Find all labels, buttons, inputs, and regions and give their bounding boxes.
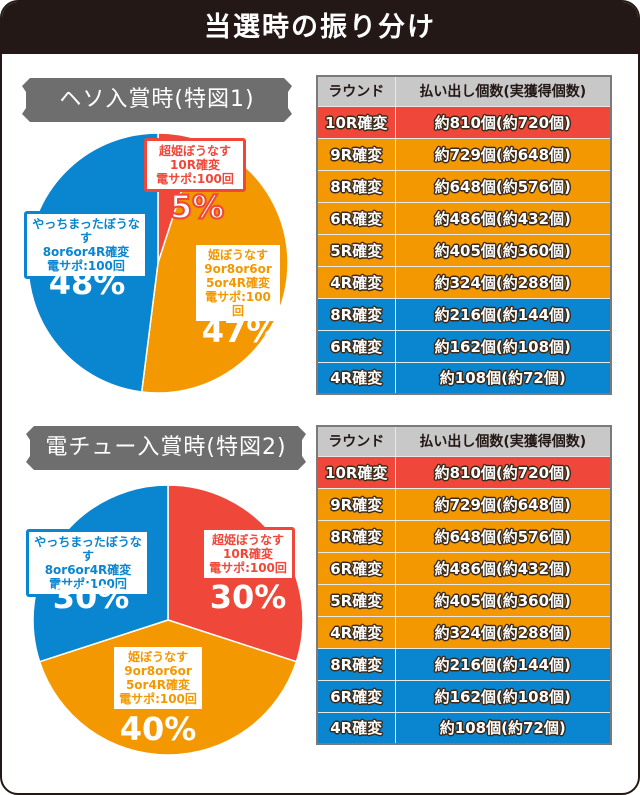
header-payout: 払い出し個数(実獲得個数) — [394, 75, 612, 107]
pie-label-hime-denchu: 姫ぼうなす 9or8or6or 5or4R確変 電サポ:100回 — [114, 647, 202, 709]
table-row: 8R確変 約648個(約576個) — [316, 169, 612, 203]
amount-cell: 約108個(約72個) — [394, 361, 612, 395]
amount-cell: 約486個(約432個) — [394, 551, 612, 585]
label-line: 電サポ:100回 — [49, 577, 127, 591]
pct-yacchimatta-heso: 48% — [48, 264, 126, 302]
label-line: 姫ぼうなす — [207, 248, 268, 262]
label-line: 電サポ:100回 — [156, 172, 234, 186]
pie-label-yacchimatta-heso: やっちまったぼうなす 8or6or4R確変 電サポ:100回 — [24, 211, 148, 279]
table-row: 4R確変 約324個(約288個) — [316, 265, 612, 299]
round-cell: 4R確変 — [316, 711, 396, 745]
label-line: 9or8or6or — [124, 664, 192, 678]
table-row: 5R確変 約405個(約360個) — [316, 233, 612, 267]
payout-table-heso: ラウンド 払い出し個数(実獲得個数) 10R確変 約810個(約720個) 9R確… — [316, 75, 612, 395]
round-cell: 6R確変 — [316, 551, 396, 585]
label-line: 電サポ:100回 — [119, 692, 197, 706]
round-cell: 9R確変 — [316, 137, 396, 171]
table-row: 4R確変 約108個(約72個) — [316, 711, 612, 745]
table-row: 6R確変 約486個(約432個) — [316, 551, 612, 585]
pie-label-chohime-heso: 超姫ぼうなす 10R確変 電サポ:100回 — [144, 138, 246, 192]
pie-label-chohime-denchu: 超姫ぼうなす 10R確変 電サポ:100回 — [201, 527, 295, 581]
round-cell: 8R確変 — [316, 519, 396, 553]
round-cell: 5R確変 — [316, 233, 396, 267]
label-line: 8or6or4R確変 — [42, 245, 130, 259]
section-label-heso: ヘソ入賞時(特図1) — [22, 78, 292, 122]
pct-hime-heso: 47% — [201, 312, 279, 350]
pct-yacchimatta-denchu: 30% — [52, 578, 130, 616]
table-row: 8R確変 約216個(約144個) — [316, 647, 612, 681]
table-row: 8R確変 約648個(約576個) — [316, 519, 612, 553]
label-line: 5or4R確変 — [125, 678, 191, 692]
round-cell: 6R確変 — [316, 679, 396, 713]
amount-cell: 約729個(約648個) — [394, 137, 612, 171]
amount-cell: 約216個(約144個) — [394, 647, 612, 681]
round-cell: 8R確変 — [316, 647, 396, 681]
amount-cell: 約648個(約576個) — [394, 519, 612, 553]
pie-label-hime-heso: 姫ぼうなす 9or8or6or 5or4R確変 電サポ:100回 — [196, 245, 280, 321]
pie-label-yacchimatta-denchu: やっちまったぼうなす 8or6or4R確変 電サポ:100回 — [26, 529, 150, 597]
amount-cell: 約162個(約108個) — [394, 329, 612, 363]
table-row: 10R確変 約810個(約720個) — [316, 455, 612, 489]
label-line: 超姫ぼうなす — [211, 533, 284, 547]
table-row: 4R確変 約108個(約72個) — [316, 361, 612, 395]
amount-cell: 約729個(約648個) — [394, 487, 612, 521]
round-cell: 8R確変 — [316, 169, 396, 203]
pct-chohime-denchu: 30% — [209, 578, 287, 616]
section-label-denchu: 電チュー入賞時(特図2) — [26, 426, 306, 470]
label-line: 姫ぼうなす — [127, 650, 188, 664]
round-cell: 6R確変 — [316, 329, 396, 363]
label-line: 10R確変 — [223, 547, 273, 561]
pct-hime-denchu: 40% — [119, 710, 197, 748]
label-line: 5or4R確変 — [205, 276, 271, 290]
amount-cell: 約324個(約288個) — [394, 265, 612, 299]
amount-cell: 約108個(約72個) — [394, 711, 612, 745]
label-line: 電サポ:100回 — [205, 290, 271, 318]
page-title: 当選時の振り分け — [2, 2, 638, 54]
payout-table-denchu: ラウンド 払い出し個数(実獲得個数) 10R確変 約810個(約720個) 9R確… — [316, 425, 612, 745]
table-row: 9R確変 約729個(約648個) — [316, 487, 612, 521]
round-cell: 9R確変 — [316, 487, 396, 521]
label-line: 電サポ:100回 — [209, 561, 287, 575]
amount-cell: 約162個(約108個) — [394, 679, 612, 713]
amount-cell: 約810個(約720個) — [394, 105, 612, 139]
amount-cell: 約648個(約576個) — [394, 169, 612, 203]
round-cell: 8R確変 — [316, 297, 396, 331]
label-line: やっちまったぼうなす — [34, 535, 142, 563]
table-row: 6R確変 約162個(約108個) — [316, 329, 612, 363]
table-row: 6R確変 約486個(約432個) — [316, 201, 612, 235]
round-cell: 5R確変 — [316, 583, 396, 617]
round-cell: 4R確変 — [316, 265, 396, 299]
amount-cell: 約405個(約360個) — [394, 233, 612, 267]
amount-cell: 約324個(約288個) — [394, 615, 612, 649]
label-line: 9or8or6or — [204, 262, 272, 276]
amount-cell: 約216個(約144個) — [394, 297, 612, 331]
label-line: 8or6or4R確変 — [44, 563, 132, 577]
round-cell: 10R確変 — [316, 105, 396, 139]
table-row: 10R確変 約810個(約720個) — [316, 105, 612, 139]
label-line: やっちまったぼうなす — [32, 217, 140, 245]
amount-cell: 約486個(約432個) — [394, 201, 612, 235]
round-cell: 6R確変 — [316, 201, 396, 235]
label-line: 超姫ぼうなす — [158, 144, 231, 158]
header-payout: 払い出し個数(実獲得個数) — [394, 425, 612, 457]
table-row: 8R確変 約216個(約144個) — [316, 297, 612, 331]
round-cell: 4R確変 — [316, 361, 396, 395]
label-line: 10R確変 — [170, 158, 220, 172]
amount-cell: 約405個(約360個) — [394, 583, 612, 617]
header-round: ラウンド — [316, 425, 396, 457]
round-cell: 4R確変 — [316, 615, 396, 649]
table-row: 5R確変 約405個(約360個) — [316, 583, 612, 617]
table-row: 4R確変 約324個(約288個) — [316, 615, 612, 649]
table-row: 6R確変 約162個(約108個) — [316, 679, 612, 713]
round-cell: 10R確変 — [316, 455, 396, 489]
label-line: 電サポ:100回 — [47, 259, 125, 273]
header-round: ラウンド — [316, 75, 396, 107]
pct-chohime-heso: 5% — [169, 187, 225, 227]
table-row: 9R確変 約729個(約648個) — [316, 137, 612, 171]
amount-cell: 約810個(約720個) — [394, 455, 612, 489]
